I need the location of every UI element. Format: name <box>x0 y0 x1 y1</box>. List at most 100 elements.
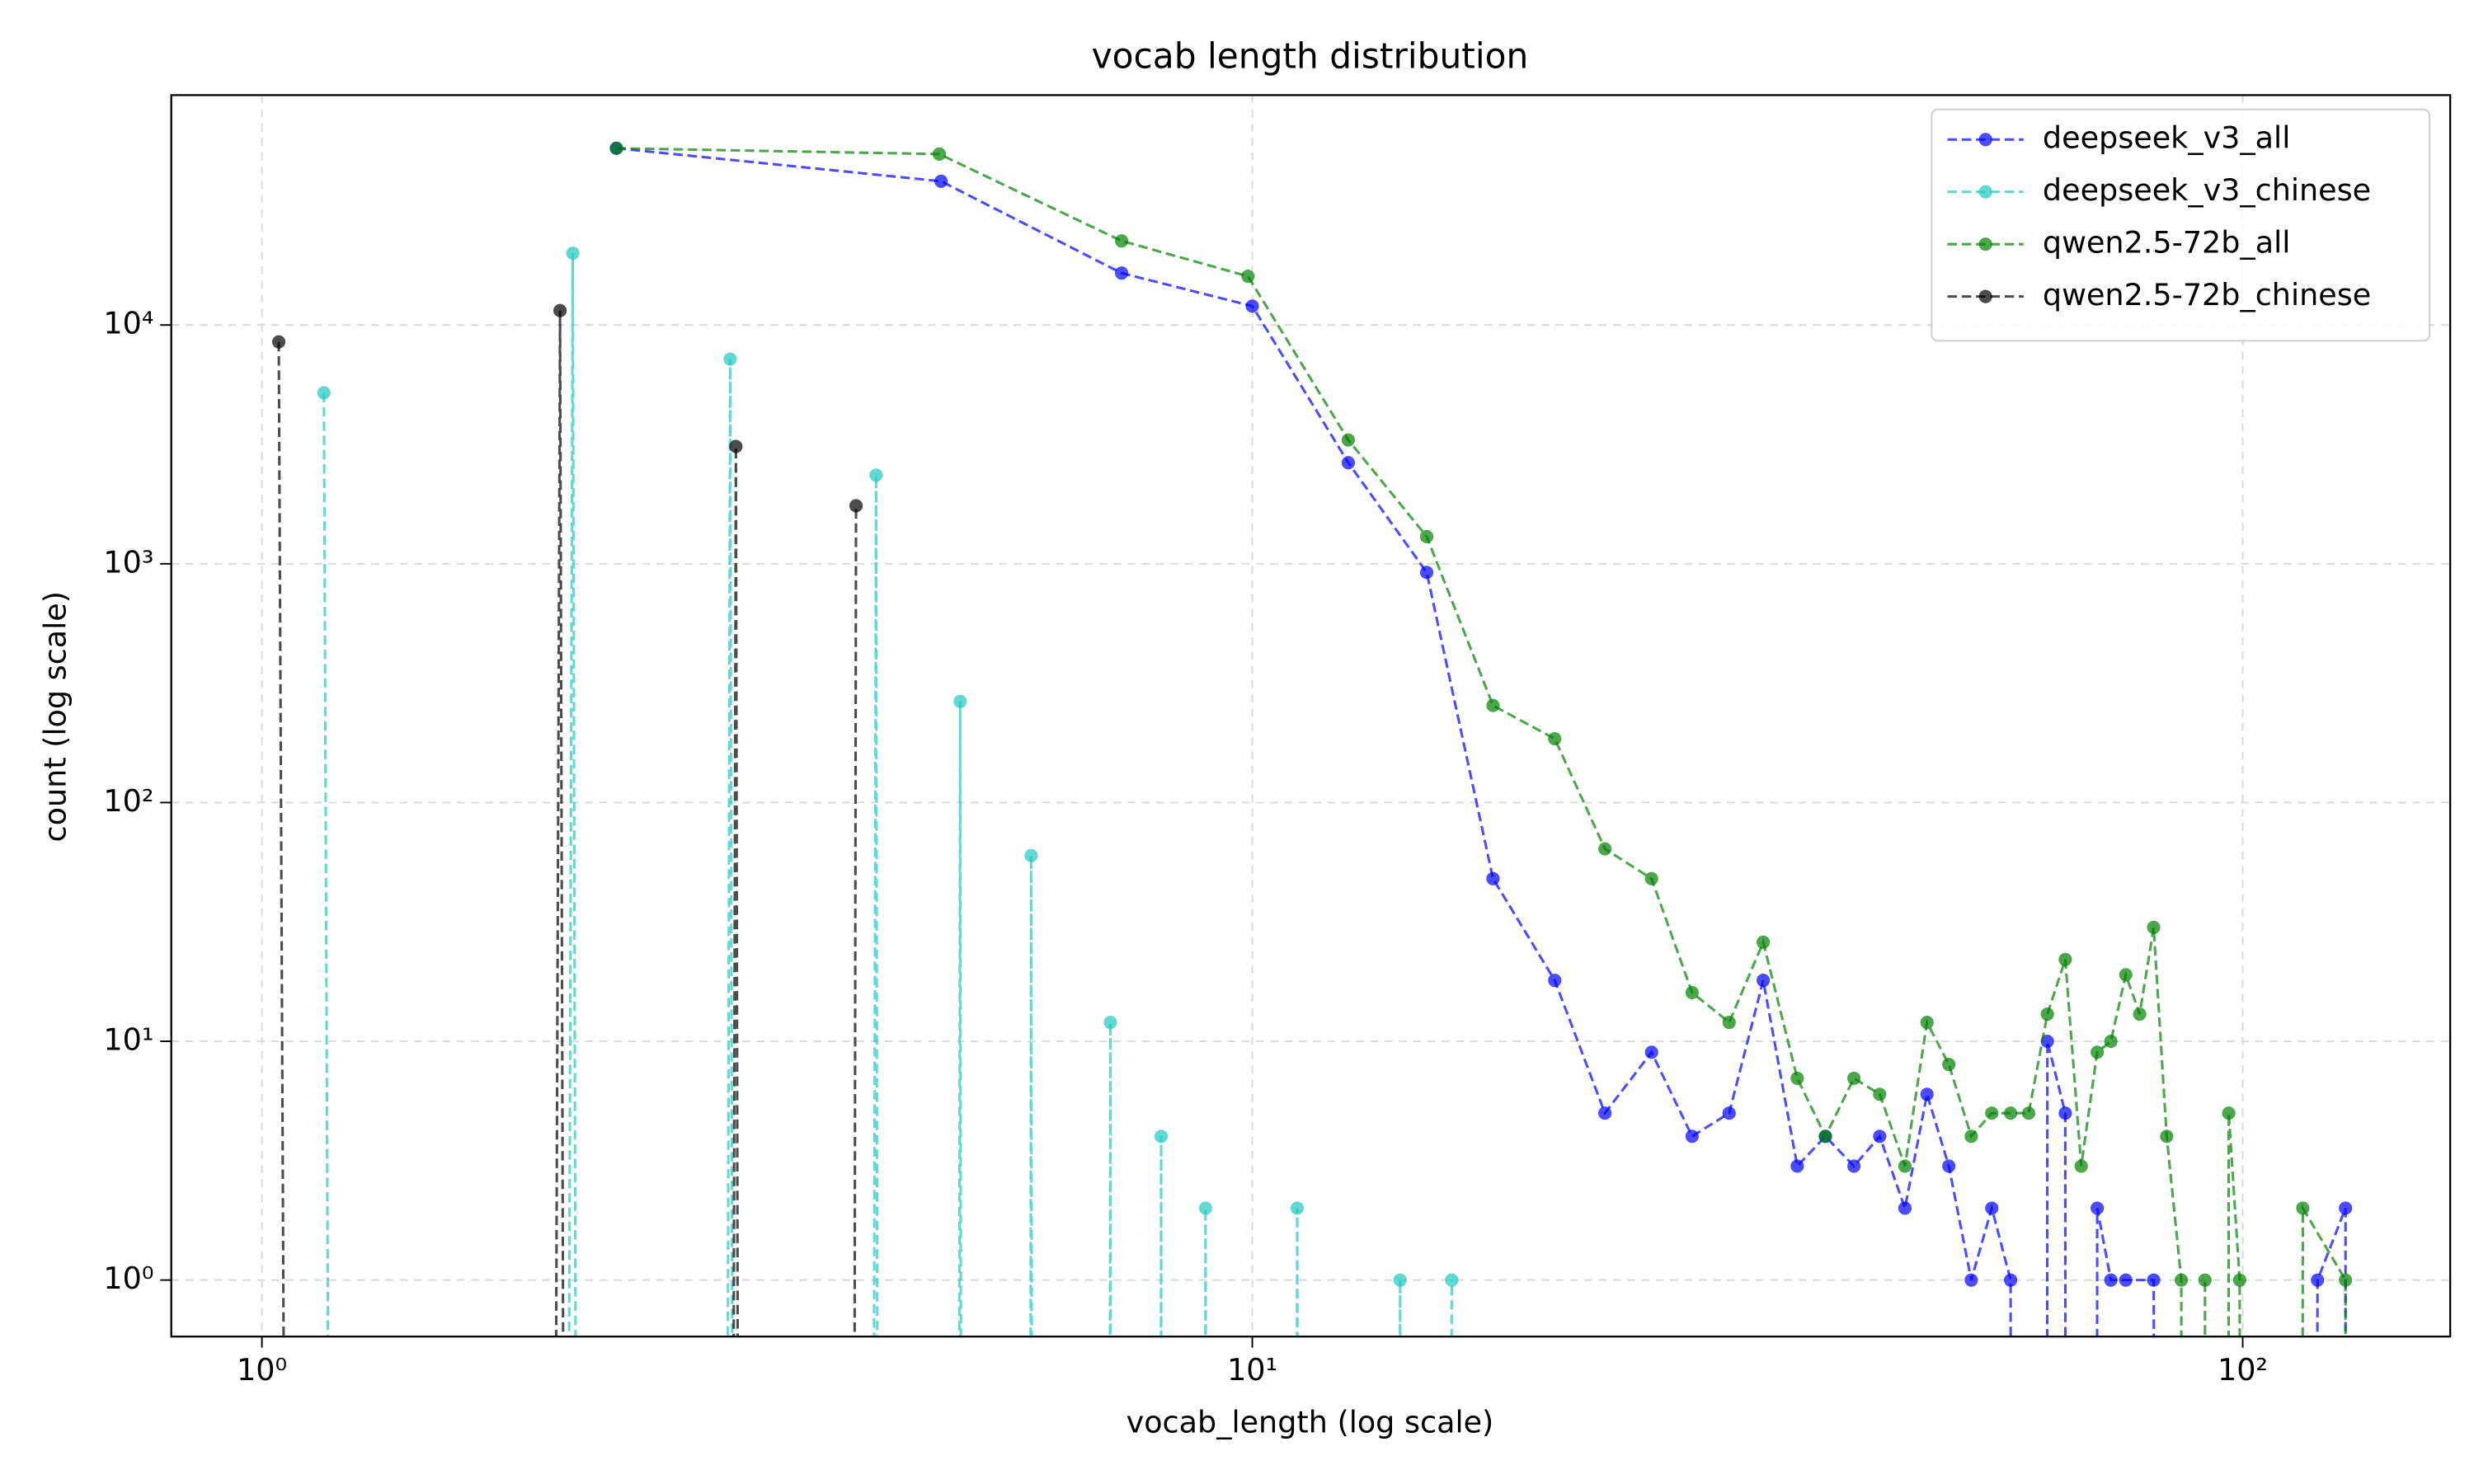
legend-label: qwen2.5-72b_chinese <box>2043 277 2371 312</box>
data-point <box>1685 985 1699 1000</box>
legend-label: deepseek_v3_all <box>2043 120 2290 156</box>
data-point <box>1790 1071 1804 1085</box>
legend-marker <box>1978 185 1992 199</box>
data-point <box>2311 1273 2325 1287</box>
data-point <box>2091 1201 2105 1215</box>
data-point <box>2040 1007 2054 1021</box>
data-point <box>2232 1273 2246 1287</box>
data-point <box>1445 1273 1459 1287</box>
data-point <box>1290 1201 1305 1215</box>
data-point <box>1964 1129 1978 1144</box>
data-point <box>1847 1159 1861 1173</box>
legend-marker <box>1978 133 1992 147</box>
data-point <box>1245 299 1259 313</box>
legend-marker <box>1978 237 1992 251</box>
data-point <box>1486 698 1500 712</box>
x-tick-label: 10² <box>2218 1352 2268 1388</box>
data-point <box>849 499 863 513</box>
data-point <box>1873 1129 1887 1144</box>
data-point <box>2119 1273 2133 1287</box>
data-point <box>1757 974 1771 988</box>
data-point <box>953 694 967 708</box>
data-point <box>1644 1045 1658 1059</box>
legend: deepseek_v3_all deepseek_v3_chinese qwen2.… <box>1931 108 2431 342</box>
data-point <box>2147 1273 2161 1287</box>
data-point <box>1644 871 1658 885</box>
data-point <box>2222 1106 2236 1120</box>
data-point <box>2147 920 2161 934</box>
data-point <box>1985 1201 1999 1215</box>
data-point <box>932 147 947 161</box>
y-tick-label: 10² <box>103 783 153 819</box>
data-point <box>1393 1273 1407 1287</box>
data-point <box>609 141 623 155</box>
data-point <box>1898 1159 1912 1173</box>
data-point <box>723 352 737 366</box>
data-point <box>1598 1106 1612 1120</box>
data-point <box>1942 1058 1956 1072</box>
chart-title: vocab length distribution <box>1092 36 1529 77</box>
data-point <box>1241 270 1255 284</box>
x-tick-label: 10¹ <box>1227 1352 1277 1388</box>
data-point <box>2160 1129 2174 1144</box>
data-point <box>1757 935 1771 949</box>
data-point <box>1024 848 1038 862</box>
data-point <box>2175 1273 2189 1287</box>
data-point <box>1598 842 1612 856</box>
data-point <box>869 468 883 482</box>
y-tick-label: 10⁴ <box>103 306 153 341</box>
data-point <box>1486 871 1500 885</box>
data-point <box>2119 968 2133 982</box>
data-point <box>729 439 743 453</box>
legend-label: deepseek_v3_chinese <box>2043 172 2371 208</box>
data-point <box>1419 529 1434 543</box>
legend-label: qwen2.5-72b_all <box>2043 225 2290 261</box>
data-point <box>2004 1273 2018 1287</box>
data-point <box>1548 974 1562 988</box>
data-point <box>1920 1087 1934 1101</box>
data-point <box>1548 731 1562 746</box>
data-point <box>2296 1201 2310 1215</box>
data-point <box>1790 1159 1804 1173</box>
y-tick-label: 10¹ <box>103 1022 153 1058</box>
data-point <box>1115 234 1129 248</box>
data-point <box>1964 1273 1978 1287</box>
data-point <box>2058 952 2072 966</box>
axes-frame <box>170 94 2452 1338</box>
data-point <box>2058 1106 2072 1120</box>
data-point <box>1103 1016 1117 1030</box>
data-point <box>1985 1106 1999 1120</box>
data-point <box>2091 1045 2105 1059</box>
data-point <box>566 246 580 261</box>
data-point <box>2104 1034 2118 1049</box>
legend-box <box>1931 108 2431 342</box>
x-tick-label: 10⁰ <box>237 1352 287 1388</box>
data-point <box>1920 1016 1934 1030</box>
data-point <box>1942 1159 1956 1173</box>
data-point <box>271 335 286 349</box>
data-point <box>1722 1106 1736 1120</box>
data-point <box>1685 1129 1699 1144</box>
data-point <box>1341 433 1356 447</box>
data-point <box>2133 1007 2147 1021</box>
data-point <box>1898 1201 1912 1215</box>
data-point <box>2198 1273 2212 1287</box>
data-point <box>2339 1273 2353 1287</box>
data-point <box>2074 1159 2088 1173</box>
y-axis-label: count (log scale) <box>38 591 73 842</box>
data-point <box>2104 1273 2118 1287</box>
data-point <box>1115 266 1129 280</box>
data-point <box>2021 1106 2036 1120</box>
x-axis-label: vocab_length (log scale) <box>1126 1404 1494 1439</box>
plot-area <box>271 141 2353 1337</box>
data-point <box>553 303 567 317</box>
data-point <box>1419 566 1434 580</box>
legend-marker <box>1978 289 1992 303</box>
data-point <box>1818 1129 1832 1144</box>
data-point <box>1873 1087 1887 1101</box>
data-point <box>1154 1129 1169 1144</box>
data-point <box>934 174 948 188</box>
data-point <box>317 386 331 400</box>
data-point <box>1198 1201 1212 1215</box>
data-point <box>1847 1071 1861 1085</box>
